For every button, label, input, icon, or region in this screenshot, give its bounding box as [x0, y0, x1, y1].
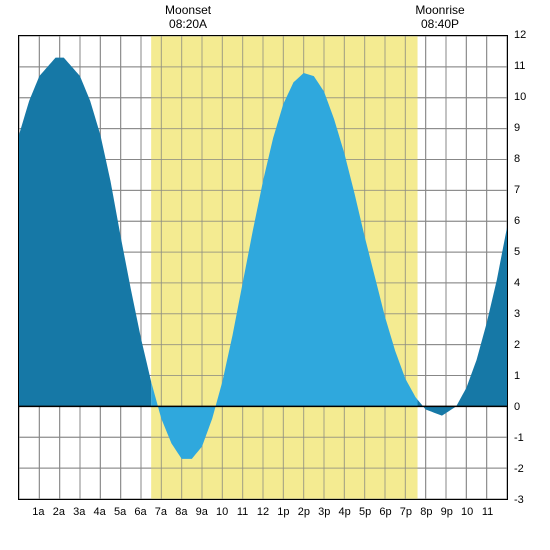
y-tick-label: 1 [514, 370, 520, 382]
y-tick-label: 4 [514, 277, 520, 289]
x-tick-label: 11 [237, 506, 248, 518]
x-tick-label: 3p [318, 506, 330, 518]
y-tick-label: 2 [514, 339, 520, 351]
x-tick-label: 8a [175, 506, 187, 518]
tide-chart: Moonset 08:20A Moonrise 08:40P 1a 2a 3a 4a 5a… [0, 0, 550, 550]
x-tick-label: 10 [216, 506, 228, 518]
x-tick-label: 6p [379, 506, 391, 518]
y-tick-label: 9 [514, 122, 520, 134]
y-tick-label: 6 [514, 215, 520, 227]
y-tick-label: 3 [514, 308, 520, 320]
y-tick-label: 12 [514, 29, 526, 41]
y-tick-label: -1 [514, 432, 524, 444]
moonrise-annotation: Moonrise 08:40P [410, 4, 470, 32]
y-tick-label: -2 [514, 463, 524, 475]
x-tick-label: 3a [73, 506, 85, 518]
chart-svg [19, 36, 507, 499]
x-tick-label: 10 [461, 506, 473, 518]
x-tick-label: 12 [257, 506, 269, 518]
y-tick-label: 7 [514, 184, 520, 196]
y-tick-label: 0 [514, 401, 520, 413]
x-tick-label: 1p [277, 506, 289, 518]
x-tick-label: 9a [196, 506, 208, 518]
x-tick-label: 2a [53, 506, 65, 518]
moonset-annotation: Moonset 08:20A [158, 4, 218, 32]
x-tick-label: 1a [32, 506, 44, 518]
x-tick-label: 11 [482, 506, 493, 518]
x-tick-label: 7p [400, 506, 412, 518]
x-tick-label: 6a [134, 506, 146, 518]
x-tick-label: 5a [114, 506, 126, 518]
y-tick-label: 10 [514, 91, 526, 103]
y-tick-label: -3 [514, 494, 524, 506]
x-tick-label: 5p [359, 506, 371, 518]
x-tick-label: 2p [298, 506, 310, 518]
x-tick-label: 8p [420, 506, 432, 518]
x-tick-label: 9p [441, 506, 453, 518]
x-tick-label: 4p [339, 506, 351, 518]
plot-area [18, 35, 508, 500]
y-tick-label: 11 [514, 60, 525, 72]
x-tick-label: 7a [155, 506, 167, 518]
x-tick-label: 4a [94, 506, 106, 518]
y-tick-label: 8 [514, 153, 520, 165]
y-tick-label: 5 [514, 246, 520, 258]
